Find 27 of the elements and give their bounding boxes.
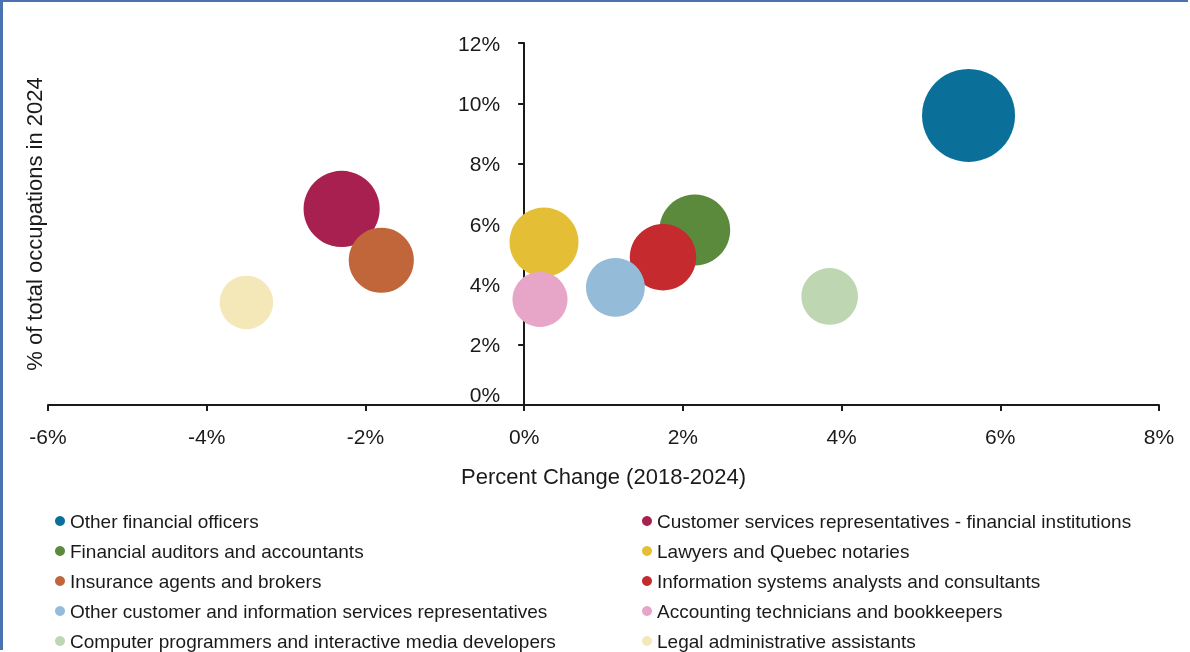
x-tick-label: -4% (188, 425, 226, 448)
y-tick-label: 0% (469, 383, 501, 406)
y-axis-title: % of total occupations in 2024 (21, 77, 47, 371)
y-tick-label: 2% (469, 333, 501, 357)
x-tick-label: 4% (826, 425, 857, 448)
legend-label: Accounting technicians and bookkeepers (657, 600, 1003, 622)
legend-label: Financial auditors and accountants (70, 540, 364, 562)
x-axis-title: Percent Change (2018-2024) (461, 463, 746, 489)
legend-label: Information systems analysts and consultants (657, 570, 1041, 592)
y-tick-label: 10% (458, 91, 501, 115)
x-tick-label: 6% (985, 425, 1016, 448)
legend-label: Lawyers and Quebec notaries (657, 540, 910, 562)
legend-label: Customer services representatives - financial institutions (657, 510, 1132, 532)
x-tick-label: 8% (1143, 425, 1175, 448)
x-tick-label: -6% (29, 425, 67, 448)
y-tick-label: 4% (469, 272, 501, 296)
legend-label: Other customer and information services representatives (70, 600, 548, 622)
legend-label: Insurance agents and brokers (70, 570, 322, 592)
x-tick-label: 0% (508, 425, 540, 448)
legend-label: Computer programmers and interactive media developers (70, 630, 556, 652)
y-tick-label: 12% (458, 31, 501, 55)
x-tick-label: -2% (346, 425, 385, 448)
legend-label: Legal administrative assistants (657, 630, 916, 652)
y-tick-label: 6% (469, 212, 501, 236)
legend-label: Other financial officers (70, 510, 259, 532)
y-tick-label: 8% (469, 152, 501, 176)
x-tick-label: 2% (667, 425, 699, 448)
